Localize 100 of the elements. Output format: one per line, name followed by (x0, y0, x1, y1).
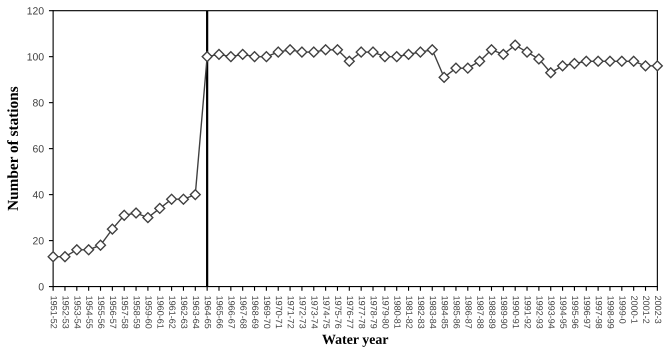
point (438, 72, 450, 83)
point (296, 46, 308, 58)
x-tick-label: 1974-75 (323, 296, 330, 328)
x-tick-label: 1971-72 (288, 296, 294, 328)
point (166, 194, 178, 205)
x-tick-label: 1989-90 (500, 296, 508, 328)
x-tick-label: 1978-79 (370, 296, 377, 328)
x-tick-label: 1969-70 (264, 296, 270, 328)
y-axis-title: Number of stations (7, 86, 18, 211)
point (652, 60, 663, 72)
point (414, 46, 426, 58)
x-tick-label: 1985-86 (454, 296, 460, 328)
x-tick-label: 1998-99 (608, 296, 614, 328)
x-tick-label: 1963-64 (192, 296, 200, 328)
x-tick-label: 1982-83 (418, 296, 424, 328)
x-tick-label: 2000-1 (631, 296, 638, 324)
x-tick-label: 1994-95 (560, 296, 567, 328)
x-tick-label: 1997-98 (596, 296, 602, 328)
x-tick-label: 1957-58 (122, 296, 128, 328)
x-tick-label: 1970-71 (276, 296, 282, 328)
point (202, 51, 213, 62)
point (118, 210, 130, 221)
point (213, 48, 225, 60)
x-tick-label: 2002-3 (654, 296, 662, 324)
x-tick-label: 1968-69 (252, 296, 259, 328)
x-tick-label: 1951-52 (50, 296, 58, 328)
point (426, 44, 438, 56)
x-tick-label: 1992-93 (536, 296, 543, 328)
x-tick-label: 1987-88 (477, 296, 484, 328)
point (462, 62, 474, 74)
point (474, 56, 486, 67)
point (284, 44, 296, 56)
point (592, 56, 604, 67)
point (130, 207, 142, 219)
point (379, 51, 390, 62)
x-tick-label: 1980-81 (394, 296, 401, 328)
point (272, 46, 284, 58)
y-tick-label: 80 (32, 99, 44, 107)
point (616, 56, 628, 67)
point (402, 48, 414, 60)
point (320, 44, 332, 56)
point (498, 48, 509, 60)
point (248, 51, 260, 62)
x-tick-label: 1993-94 (548, 296, 555, 328)
x-tick-label: 1972-73 (300, 296, 306, 328)
point (450, 62, 462, 74)
x-tick-label: 1990-91 (512, 296, 520, 328)
x-tick-label: 1976-77 (346, 296, 354, 328)
x-tick-label: 1977-78 (358, 296, 366, 328)
point (545, 67, 556, 78)
point (308, 46, 320, 58)
x-tick-label: 1973-74 (311, 296, 318, 328)
x-tick-label: 1956-57 (110, 296, 116, 328)
point (367, 46, 379, 58)
x-tick-label: 1986-87 (465, 296, 472, 328)
x-tick-label: 1964-65 (204, 296, 212, 328)
point (260, 51, 272, 62)
point (344, 56, 355, 67)
x-tick-label: 1983-84 (430, 296, 436, 328)
point (83, 244, 94, 256)
x-tick-label: 1954-55 (86, 296, 93, 328)
point (486, 44, 498, 56)
y-tick-label: 40 (32, 191, 44, 198)
x-tick-label: 1958-59 (134, 296, 140, 328)
point (510, 40, 521, 51)
x-tick-label: 1960-61 (157, 296, 164, 328)
y-tick-label: 20 (33, 237, 44, 244)
point (178, 194, 190, 205)
point (154, 202, 166, 214)
point (640, 60, 652, 72)
y-tick-label: 60 (33, 145, 44, 153)
point (580, 56, 592, 67)
x-tick-label: 1953-54 (74, 296, 81, 328)
point (556, 60, 568, 72)
x-tick-label: 1979-80 (382, 296, 389, 328)
x-tick-label: 1975-76 (335, 296, 342, 328)
point (568, 58, 580, 70)
x-tick-label: 2001-2 (643, 296, 650, 324)
point (48, 251, 59, 262)
point (59, 251, 71, 262)
x-tick-label: 1995-96 (572, 296, 578, 328)
x-tick-label: 1999-0 (619, 296, 626, 324)
y-tick-label: 0 (38, 283, 44, 290)
point (604, 56, 616, 67)
point (94, 240, 106, 251)
x-tick-label: 1991-92 (524, 296, 532, 328)
x-tick-label: 1955-56 (98, 296, 104, 328)
point (106, 223, 118, 235)
x-axis-title: Water year (322, 334, 388, 347)
x-tick-label: 1962-63 (181, 296, 188, 328)
point (237, 48, 248, 60)
x-tick-label: 1967-68 (240, 296, 247, 328)
x-tick-label: 1996-97 (584, 296, 590, 328)
y-tick-label: 120 (28, 7, 44, 15)
x-tick-label: 1965-66 (216, 296, 223, 328)
x-tick-label: 1961-62 (169, 296, 176, 328)
point (533, 53, 544, 65)
y-tick-label: 100 (28, 53, 44, 61)
x-tick-label: 1952-53 (62, 296, 69, 328)
x-tick-label: 1984-85 (442, 296, 448, 328)
